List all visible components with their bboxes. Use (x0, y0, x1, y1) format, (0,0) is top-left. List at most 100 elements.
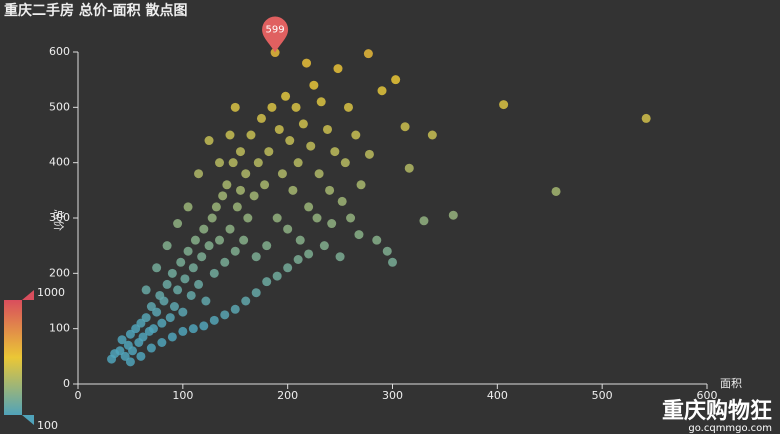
point (152, 263, 162, 273)
point (293, 158, 303, 168)
point (316, 97, 326, 107)
point (136, 351, 146, 361)
point (125, 357, 135, 367)
point (138, 332, 148, 342)
point (197, 252, 207, 262)
point (354, 230, 364, 240)
point (207, 213, 217, 223)
x-tick-label: 400 (487, 389, 508, 402)
point (209, 268, 219, 278)
point (377, 86, 387, 96)
point (251, 252, 261, 262)
point (241, 169, 251, 179)
point (243, 213, 253, 223)
point (246, 130, 256, 140)
point (253, 158, 263, 168)
point (167, 332, 177, 342)
point (283, 224, 293, 234)
point (169, 302, 179, 312)
point (199, 321, 209, 331)
y-tick-label: 400 (49, 156, 70, 169)
x-tick-label: 300 (382, 389, 403, 402)
point (173, 285, 183, 295)
point (283, 263, 293, 273)
visual-map-max: 1000 (37, 286, 65, 299)
point (188, 324, 198, 334)
point (262, 241, 272, 251)
point (291, 102, 301, 112)
x-axis-title: 面积 (720, 377, 742, 390)
mark-label: 599 (266, 25, 285, 36)
point (400, 122, 410, 132)
point (162, 279, 172, 289)
point (225, 224, 235, 234)
point (314, 169, 324, 179)
point (277, 169, 287, 179)
point (272, 213, 282, 223)
point (404, 163, 414, 173)
point (188, 263, 198, 273)
point (162, 241, 172, 251)
point (215, 158, 225, 168)
point (194, 169, 204, 179)
x-tick-label: 200 (277, 389, 298, 402)
point (267, 102, 277, 112)
point (222, 180, 232, 190)
point (249, 191, 259, 201)
point (167, 268, 177, 278)
point (235, 185, 245, 195)
point (190, 235, 200, 245)
point (230, 102, 240, 112)
point (146, 343, 156, 353)
point (157, 318, 167, 328)
point (382, 246, 392, 256)
point (262, 277, 272, 287)
point (419, 216, 429, 226)
point (306, 141, 316, 151)
point (304, 202, 314, 212)
point (220, 310, 230, 320)
y-axis-title: 总价 (52, 209, 66, 231)
point (264, 147, 274, 157)
point (230, 304, 240, 314)
point (304, 249, 314, 259)
point (312, 213, 322, 223)
point (225, 130, 235, 140)
point (251, 288, 261, 298)
point (241, 296, 251, 306)
mark-pin (262, 16, 289, 53)
point (333, 64, 343, 74)
point (323, 124, 333, 134)
point (235, 147, 245, 157)
point (330, 147, 340, 157)
point (293, 255, 303, 264)
point (346, 213, 356, 223)
x-tick-label: 100 (172, 389, 193, 402)
point (356, 180, 366, 190)
point (298, 119, 308, 129)
visual-map-min: 100 (37, 419, 58, 432)
y-tick-label: 0 (63, 377, 70, 390)
point (391, 75, 401, 85)
point (295, 235, 305, 245)
point (551, 186, 561, 196)
y-tick-label: 200 (49, 266, 70, 279)
point (363, 49, 373, 59)
point (199, 224, 209, 234)
point (260, 180, 270, 190)
point (272, 271, 282, 281)
x-tick-label: 500 (592, 389, 613, 402)
point (499, 100, 509, 110)
watermark-url: go.cqmmgo.com (688, 423, 772, 434)
point (302, 58, 312, 68)
point (157, 338, 167, 347)
point (351, 130, 361, 140)
point (186, 290, 196, 300)
points (107, 48, 651, 367)
watermark: 重庆购物狂 (662, 398, 772, 424)
point (281, 91, 291, 101)
point (148, 324, 158, 334)
point (178, 307, 188, 317)
